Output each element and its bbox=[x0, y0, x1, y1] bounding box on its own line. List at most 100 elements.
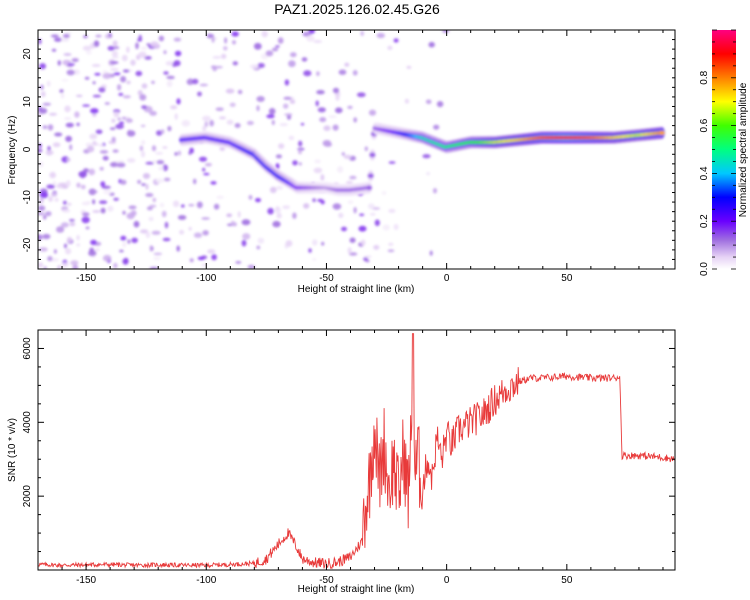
snr-background bbox=[38, 330, 675, 570]
heatmap-noise-blob bbox=[153, 252, 163, 256]
heatmap-noise-blob bbox=[176, 98, 181, 105]
heatmap-noise-blob bbox=[135, 70, 143, 77]
heatmap-noise-blob bbox=[40, 84, 44, 90]
heatmap-ridge-cell bbox=[366, 185, 372, 190]
heatmap-noise-blob bbox=[323, 125, 331, 131]
heatmap-noise-blob bbox=[38, 205, 46, 211]
heatmap-noise-blob bbox=[173, 37, 182, 42]
heatmap-noise-blob bbox=[315, 100, 319, 107]
heatmap-ridge-cell bbox=[367, 173, 374, 178]
snr-panel: -150 -100 -50 0 50 2000 4000 6000 Height of st… bbox=[7, 329, 676, 595]
heatmap-noise-blob bbox=[442, 30, 450, 33]
heatmap-noise-blob bbox=[253, 42, 262, 50]
heatmap-noise-blob bbox=[46, 184, 55, 189]
heatmap-noise-blob bbox=[188, 204, 195, 207]
heatmap-noise-blob bbox=[133, 220, 140, 228]
heatmap-noise-blob bbox=[47, 256, 53, 262]
heatmap-x-tick-label: 0 bbox=[444, 273, 450, 284]
heatmap-noise-blob bbox=[63, 33, 70, 39]
heatmap-noise-blob bbox=[70, 260, 79, 266]
heatmap-noise-blob bbox=[163, 177, 171, 182]
heatmap-y-tick-label: 10 bbox=[22, 96, 33, 108]
colorbar-tick-label: 0.4 bbox=[699, 166, 710, 180]
heatmap-noise-blob bbox=[99, 143, 104, 147]
heatmap-noise-blob bbox=[316, 90, 325, 95]
colorbar-ticks: 0.0 0.2 0.4 0.6 0.8 bbox=[699, 29, 736, 276]
heatmap-noise-blob bbox=[267, 207, 274, 215]
heatmap-noise-blob bbox=[344, 62, 350, 67]
heatmap-noise-blob bbox=[81, 201, 90, 206]
heatmap-noise-blob bbox=[90, 108, 99, 114]
heatmap-noise-blob bbox=[64, 243, 67, 249]
heatmap-noise-blob bbox=[338, 212, 344, 218]
heatmap-noise-blob bbox=[272, 47, 279, 52]
heatmap-noise-blob bbox=[393, 38, 399, 43]
heatmap-noise-blob bbox=[139, 145, 144, 152]
colorbar-tick-label: 0.8 bbox=[699, 70, 710, 84]
heatmap-noise-blob bbox=[249, 64, 259, 69]
heatmap-noise-blob bbox=[433, 188, 437, 194]
heatmap-noise-blob bbox=[180, 204, 185, 208]
heatmap-noise-blob bbox=[387, 45, 393, 51]
heatmap-noise-blob bbox=[45, 150, 54, 156]
heatmap-noise-blob bbox=[42, 102, 51, 106]
heatmap-y-axis-label: Frequency (Hz) bbox=[7, 116, 18, 185]
heatmap-noise-blob bbox=[199, 156, 207, 162]
heatmap-noise-blob bbox=[353, 117, 358, 123]
heatmap-noise-blob bbox=[248, 195, 253, 200]
heatmap-noise-blob bbox=[51, 48, 57, 52]
heatmap-noise-blob bbox=[256, 105, 260, 112]
snr-y-tick-labels: 2000 4000 6000 bbox=[22, 337, 33, 507]
heatmap-noise-blob bbox=[117, 117, 121, 121]
heatmap-noise-blob bbox=[107, 205, 114, 212]
heatmap-noise-blob bbox=[162, 237, 171, 242]
heatmap-noise-blob bbox=[373, 245, 380, 250]
heatmap-noise-blob bbox=[109, 61, 119, 65]
heatmap-noise-blob bbox=[117, 84, 122, 91]
heatmap-noise-blob bbox=[332, 87, 340, 94]
heatmap-noise-blob bbox=[39, 192, 49, 199]
heatmap-noise-blob bbox=[335, 107, 343, 114]
heatmap-noise-blob bbox=[103, 189, 112, 195]
heatmap-noise-blob bbox=[226, 213, 233, 218]
heatmap-noise-blob bbox=[120, 76, 127, 83]
heatmap-noise-blob bbox=[42, 233, 51, 240]
heatmap-noise-blob bbox=[60, 93, 65, 99]
heatmap-noise-blob bbox=[201, 217, 210, 220]
heatmap-noise-blob bbox=[367, 203, 375, 210]
heatmap-noise-blob bbox=[321, 241, 325, 246]
heatmap-noise-blob bbox=[203, 172, 210, 176]
heatmap-noise-blob bbox=[155, 152, 164, 155]
heatmap-noise-blob bbox=[38, 234, 43, 241]
heatmap-noise-blob bbox=[174, 50, 182, 57]
snr-x-tick-label: -50 bbox=[319, 575, 334, 586]
heatmap-noise-blob bbox=[381, 191, 387, 195]
heatmap-noise-blob bbox=[151, 80, 155, 84]
heatmap-noise-blob bbox=[89, 190, 98, 194]
heatmap-noise-blob bbox=[94, 72, 101, 76]
heatmap-noise-blob bbox=[141, 83, 148, 89]
heatmap-noise-blob bbox=[179, 229, 185, 235]
heatmap-noise-blob bbox=[360, 239, 366, 246]
heatmap-noise-blob bbox=[283, 96, 292, 100]
heatmap-noise-blob bbox=[160, 129, 165, 134]
snr-x-axis-label: Height of straight line (km) bbox=[298, 584, 415, 595]
heatmap-noise-blob bbox=[215, 107, 224, 111]
heatmap-noise-blob bbox=[242, 233, 251, 240]
heatmap-y-tick-label: -20 bbox=[22, 237, 33, 252]
heatmap-noise-blob bbox=[47, 124, 54, 131]
heatmap-noise-blob bbox=[102, 254, 112, 262]
heatmap-noise-blob bbox=[76, 182, 81, 188]
heatmap-noise-blob bbox=[199, 83, 208, 87]
heatmap-noise-blob bbox=[56, 226, 65, 233]
heatmap-ridge bbox=[179, 122, 665, 197]
heatmap-noise-blob bbox=[92, 210, 101, 213]
heatmap-noise-blob bbox=[109, 127, 116, 130]
heatmap-noise-blob bbox=[146, 206, 153, 211]
heatmap-noise-blob bbox=[125, 118, 133, 123]
heatmap-noise-blob bbox=[66, 157, 71, 162]
heatmap-noise-blob bbox=[349, 175, 357, 180]
heatmap-noise-blob bbox=[120, 179, 127, 185]
heatmap-y-tick-label: 0 bbox=[22, 146, 33, 152]
colorbar-tick-label: 0.2 bbox=[699, 214, 710, 228]
